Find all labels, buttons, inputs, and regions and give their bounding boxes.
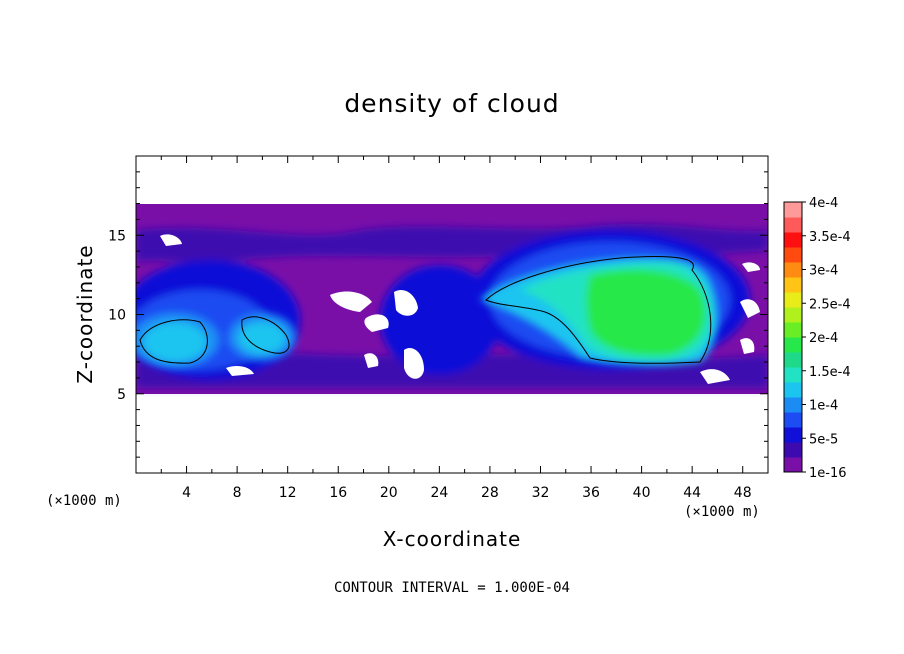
x-tick-label: 40 [633,485,651,501]
colorbar-swatch [784,217,802,233]
colorbar-label: 1e-16 [809,466,847,481]
x-tick-label: 48 [734,485,752,501]
y-tick-label: 5 [117,387,126,403]
contour-interval-note: CONTOUR INTERVAL = 1.000E-04 [334,580,570,596]
colorbar-label: 1.5e-4 [809,365,851,380]
x-tick-label: 20 [380,485,398,501]
plot-area [136,204,768,394]
colorbar-swatch [784,427,802,443]
colorbar-swatch [784,352,802,368]
x-tick-label: 16 [329,485,347,501]
gap-b [364,314,389,332]
mid-left-core-inner [238,322,286,354]
gap-f [742,262,760,272]
colorbar-swatch [784,277,802,293]
clear-gaps [160,234,760,384]
colorbar-swatch [784,397,802,413]
colorbar-label: 2.5e-4 [809,297,851,312]
colorbar-swatch [784,337,802,353]
colorbar-label: 2e-4 [809,331,838,346]
x-tick-label: 28 [481,485,499,501]
left-cores [136,312,296,368]
colorbar-swatch [784,367,802,383]
gap-i [700,369,730,384]
colorbar-swatch [784,412,802,428]
colorbar-label: 3.5e-4 [809,230,851,245]
contour-left-core [139,319,208,364]
colorbar-swatch [784,442,802,458]
left-core-inner [143,322,207,362]
colorbar: 1e-16 5e-5 1e-4 1.5e-4 2e-4 2.5e-4 3e-4 3.5e-4 4… [783,196,851,481]
x-tick-label: 12 [279,485,297,501]
gap-d [364,353,379,368]
y-tick-label: 10 [108,308,126,324]
colorbar-label: 1e-4 [809,399,838,414]
gap-k [226,366,254,376]
gap-c [394,289,418,316]
contour-mid-left-core [241,316,290,354]
x-unit-right: (×1000 m) [684,504,760,520]
x-tick-label: 24 [430,485,448,501]
colorbar-label: 4e-4 [809,196,838,211]
gap-e [404,348,424,379]
colorbar-swatch [784,247,802,263]
colorbar-swatch [784,232,802,248]
x-tick-label: 32 [532,485,550,501]
colorbar-swatch [784,307,802,323]
colorbar-swatch [784,457,802,473]
x-tick-label: 4 [182,485,191,501]
x-tick-label: 36 [582,485,600,501]
colorbar-label: 5e-5 [809,432,838,447]
x-tick-label: 44 [683,485,701,501]
x-unit-left: (×1000 m) [46,493,122,509]
colorbar-swatch [784,322,802,338]
large-cloud [480,257,718,366]
contour-lines [139,256,712,364]
gap-h [740,338,755,354]
y-axis-label: Z-coordinate [73,244,97,383]
x-tick-label: 8 [233,485,242,501]
gap-a [330,291,372,312]
chart-title: density of cloud [344,89,559,118]
colorbar-swatch [784,262,802,278]
gap-j [160,234,182,246]
colorbar-swatch [784,202,802,218]
x-ticks: 4 8 12 16 20 24 28 32 36 40 44 48 [160,156,769,501]
colorbar-swatch [784,292,802,308]
colorbar-swatch [784,382,802,398]
x-axis-label: X-coordinate [383,527,522,551]
contour-large-cloud [485,256,712,364]
y-tick-label: 15 [108,228,126,244]
y-ticks: 5 10 15 [108,171,768,458]
colorbar-label: 3e-4 [809,264,838,279]
mid-blue-mass [380,265,500,375]
large-cloud-core [586,269,706,356]
gap-g [740,299,760,318]
